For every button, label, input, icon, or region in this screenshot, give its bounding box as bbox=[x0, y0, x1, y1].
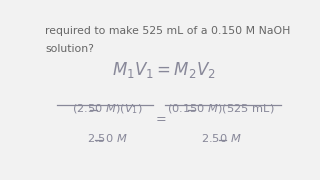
Text: solution?: solution? bbox=[45, 44, 94, 54]
Text: $(0.150\ M)(525\ \mathrm{mL})$: $(0.150\ M)(525\ \mathrm{mL})$ bbox=[167, 102, 275, 115]
Text: $=$: $=$ bbox=[153, 111, 167, 124]
Text: required to make 525 mL of a 0.150 M NaOH: required to make 525 mL of a 0.150 M NaO… bbox=[45, 26, 290, 36]
Text: $M_1V_1 = M_2V_2$: $M_1V_1 = M_2V_2$ bbox=[112, 60, 216, 80]
Text: $2.50\ M$: $2.50\ M$ bbox=[201, 132, 241, 145]
Text: $2.50\ M$: $2.50\ M$ bbox=[87, 132, 127, 145]
Text: $(2.50\ M)(V_1)$: $(2.50\ M)(V_1)$ bbox=[72, 102, 142, 116]
